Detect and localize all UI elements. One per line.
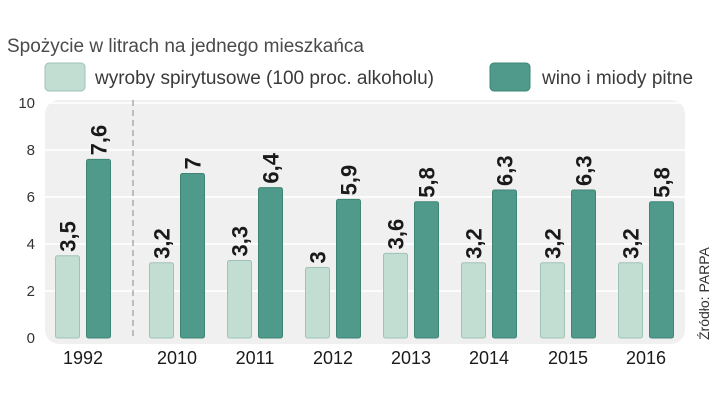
bar-wine xyxy=(571,189,596,339)
source-note: Źródło: PARPA xyxy=(696,246,712,340)
value-label-spirits: 3,6 xyxy=(384,219,409,250)
value-label-spirits: 3,2 xyxy=(541,228,566,259)
value-label-spirits: 3,5 xyxy=(56,221,81,252)
x-tick-label: 2011 xyxy=(236,348,275,368)
bar-spirits xyxy=(383,252,408,339)
x-tick-label: 2012 xyxy=(313,348,353,368)
value-label-wine: 6,4 xyxy=(259,152,284,183)
value-label-wine: 5,8 xyxy=(415,167,440,198)
x-axis: 1992 2010 2011 2012 2013 2014 2015 2016 xyxy=(63,348,666,368)
chart-subtitle: Spożycie w litrach na jednego mieszkańca xyxy=(7,36,364,57)
value-label-wine: 6,3 xyxy=(493,155,518,186)
y-tick-label: 10 xyxy=(18,95,35,112)
y-tick-label: 0 xyxy=(27,330,35,347)
y-tick-label: 8 xyxy=(27,142,35,159)
bar-wine xyxy=(649,201,674,339)
bar-wine xyxy=(180,173,205,339)
legend-label-spirits: wyroby spirytusowe (100 proc. alkoholu) xyxy=(94,68,434,89)
x-tick-label: 2010 xyxy=(157,348,197,368)
bar-spirits xyxy=(227,259,252,339)
legend: wyroby spirytusowe (100 proc. alkoholu) … xyxy=(44,62,693,92)
value-label-spirits: 3,2 xyxy=(150,228,175,259)
value-label-spirits: 3 xyxy=(306,251,331,263)
bar-spirits xyxy=(618,262,643,339)
bar-spirits xyxy=(149,262,174,339)
legend-label-wine: wino i miody pitne xyxy=(541,68,693,89)
bars xyxy=(55,158,674,339)
value-labels: 3,57,63,273,36,435,93,65,83,26,33,26,33,… xyxy=(56,125,675,264)
x-tick-label: 2014 xyxy=(469,348,509,368)
value-label-wine: 6,3 xyxy=(572,155,597,186)
value-label-wine: 5,8 xyxy=(650,167,675,198)
bar-spirits xyxy=(305,267,330,339)
value-label-spirits: 3,2 xyxy=(619,228,644,259)
legend-swatch-wine xyxy=(489,62,531,92)
value-label-wine: 7 xyxy=(181,157,206,169)
legend-swatch-spirits xyxy=(44,62,86,92)
x-tick-label: 2015 xyxy=(548,348,588,368)
x-tick-label: 2013 xyxy=(391,348,431,368)
y-tick-label: 6 xyxy=(27,189,35,206)
bar-spirits xyxy=(55,255,80,339)
x-tick-label: 1992 xyxy=(63,348,103,368)
y-tick-label: 4 xyxy=(27,236,35,253)
bar-wine xyxy=(86,158,111,339)
bar-spirits xyxy=(540,262,565,339)
bar-wine xyxy=(258,187,283,339)
x-tick-label: 2016 xyxy=(626,348,666,368)
bar-wine xyxy=(336,198,361,339)
y-tick-label: 2 xyxy=(27,283,35,300)
value-label-wine: 5,9 xyxy=(337,165,362,196)
value-label-spirits: 3,2 xyxy=(462,228,487,259)
bar-spirits xyxy=(461,262,486,339)
y-axis: 0 2 4 6 8 10 xyxy=(18,95,35,347)
bar-wine xyxy=(414,201,439,339)
bar-wine xyxy=(492,189,517,339)
value-label-spirits: 3,3 xyxy=(228,226,253,257)
value-label-wine: 7,6 xyxy=(87,125,112,156)
